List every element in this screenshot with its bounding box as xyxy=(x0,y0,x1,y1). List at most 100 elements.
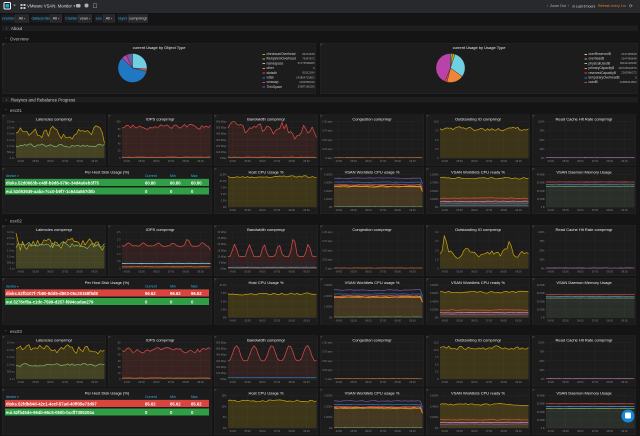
svg-text:3.0: 3.0 xyxy=(435,240,439,243)
svg-text:1.000%: 1.000% xyxy=(324,416,333,419)
svg-text:100 kBps: 100 kBps xyxy=(216,372,227,375)
svg-text:0 Bps: 0 Bps xyxy=(220,157,227,160)
svg-text:12.5%: 12.5% xyxy=(219,174,227,177)
svg-text:07:00: 07:00 xyxy=(168,160,175,163)
svg-text:05:00: 05:00 xyxy=(350,271,357,274)
svg-text:3.000%: 3.000% xyxy=(324,182,333,185)
svg-text:5.0%: 5.0% xyxy=(221,300,227,303)
svg-text:04:00: 04:00 xyxy=(548,271,555,274)
svg-text:07:00: 07:00 xyxy=(592,160,599,163)
svg-text:09:00: 09:00 xyxy=(409,320,416,323)
svg-text:09:00: 09:00 xyxy=(621,271,628,274)
svg-text:07:00: 07:00 xyxy=(274,209,281,212)
svg-text:20 MiB: 20 MiB xyxy=(537,300,545,303)
svg-text:08:00: 08:00 xyxy=(289,320,296,323)
svg-text:06:00: 06:00 xyxy=(577,209,584,212)
svg-text:600 kBps: 600 kBps xyxy=(216,342,227,345)
svg-text:1.00 apm: 1.00 apm xyxy=(322,342,332,345)
svg-text:05:00: 05:00 xyxy=(562,160,569,163)
svg-text:08:00: 08:00 xyxy=(395,209,402,212)
svg-text:06:00: 06:00 xyxy=(259,271,266,274)
svg-text:07:00: 07:00 xyxy=(592,271,599,274)
svg-text:05:00: 05:00 xyxy=(350,209,357,212)
svg-text:07:00: 07:00 xyxy=(486,160,493,163)
svg-text:05:00: 05:00 xyxy=(244,430,251,433)
svg-text:09:00: 09:00 xyxy=(621,160,628,163)
svg-text:09:00: 09:00 xyxy=(409,209,416,212)
svg-text:0%: 0% xyxy=(435,206,439,209)
svg-text:0 ns: 0 ns xyxy=(10,378,15,381)
svg-text:2.5 ms: 2.5 ms xyxy=(7,237,15,240)
svg-text:08:00: 08:00 xyxy=(501,160,508,163)
svg-text:05:00: 05:00 xyxy=(138,271,145,274)
svg-text:0 ns: 0 ns xyxy=(10,268,15,271)
svg-text:06:00: 06:00 xyxy=(259,430,266,433)
svg-text:04:00: 04:00 xyxy=(548,320,555,323)
svg-text:0%: 0% xyxy=(223,317,227,320)
svg-text:04:00: 04:00 xyxy=(442,381,449,384)
svg-text:09:00: 09:00 xyxy=(303,320,310,323)
svg-text:0%: 0% xyxy=(435,427,439,430)
svg-text:0%: 0% xyxy=(541,268,545,271)
svg-text:09:00: 09:00 xyxy=(197,381,204,384)
svg-text:50%: 50% xyxy=(539,139,545,142)
svg-text:04:00: 04:00 xyxy=(548,209,555,212)
svg-text:08:00: 08:00 xyxy=(183,381,190,384)
svg-text:09:00: 09:00 xyxy=(197,160,204,163)
svg-text:50: 50 xyxy=(118,348,121,351)
svg-text:40 MiB: 40 MiB xyxy=(537,284,545,287)
svg-text:07:00: 07:00 xyxy=(592,320,599,323)
svg-text:08:00: 08:00 xyxy=(607,320,614,323)
svg-text:1.5 ms: 1.5 ms xyxy=(7,356,15,359)
svg-text:06:00: 06:00 xyxy=(365,209,372,212)
svg-text:04:00: 04:00 xyxy=(230,320,237,323)
svg-text:09:00: 09:00 xyxy=(515,320,522,323)
svg-text:05:00: 05:00 xyxy=(244,320,251,323)
svg-text:1.000%: 1.000% xyxy=(324,306,333,309)
svg-text:100 kBps: 100 kBps xyxy=(216,151,227,154)
svg-text:0.50 apm: 0.50 apm xyxy=(322,360,332,363)
svg-text:2.5 ms: 2.5 ms xyxy=(7,127,15,130)
svg-text:06:00: 06:00 xyxy=(365,381,372,384)
svg-text:04:00: 04:00 xyxy=(442,209,449,212)
svg-text:0%: 0% xyxy=(541,157,545,160)
svg-text:08:00: 08:00 xyxy=(395,430,402,433)
svg-text:07:00: 07:00 xyxy=(592,381,599,384)
svg-text:08:00: 08:00 xyxy=(607,209,614,212)
svg-text:2.0 ms: 2.0 ms xyxy=(7,243,15,246)
svg-text:05:00: 05:00 xyxy=(32,381,39,384)
svg-text:10.0: 10.0 xyxy=(434,349,439,352)
svg-text:09:00: 09:00 xyxy=(409,271,416,274)
svg-text:2.000%: 2.000% xyxy=(324,190,333,193)
svg-text:07:00: 07:00 xyxy=(486,381,493,384)
svg-text:10%: 10% xyxy=(221,405,227,408)
svg-text:06:00: 06:00 xyxy=(577,430,584,433)
svg-text:04:00: 04:00 xyxy=(124,381,131,384)
svg-text:09:00: 09:00 xyxy=(303,271,310,274)
svg-text:06:00: 06:00 xyxy=(47,381,54,384)
svg-text:50%: 50% xyxy=(539,249,545,252)
svg-text:06:00: 06:00 xyxy=(365,271,372,274)
svg-text:0%: 0% xyxy=(329,206,333,209)
svg-text:0.200%: 0.200% xyxy=(430,416,439,419)
svg-text:09:00: 09:00 xyxy=(621,209,628,212)
svg-text:06:00: 06:00 xyxy=(471,209,478,212)
svg-text:09:00: 09:00 xyxy=(91,271,98,274)
svg-text:1.5: 1.5 xyxy=(117,246,121,249)
svg-text:06:00: 06:00 xyxy=(471,271,478,274)
svg-text:0.75 apm: 0.75 apm xyxy=(322,240,332,243)
svg-text:25 kBps: 25 kBps xyxy=(217,237,227,240)
svg-text:05:00: 05:00 xyxy=(456,320,463,323)
svg-text:08:00: 08:00 xyxy=(289,430,296,433)
svg-text:2.000%: 2.000% xyxy=(324,295,333,298)
svg-text:500 kBps: 500 kBps xyxy=(216,127,227,130)
svg-text:0%: 0% xyxy=(223,206,227,209)
svg-text:0.600%: 0.600% xyxy=(430,395,439,398)
svg-text:06:00: 06:00 xyxy=(577,381,584,384)
svg-text:12.5: 12.5 xyxy=(434,342,439,345)
svg-text:04:00: 04:00 xyxy=(548,430,555,433)
svg-text:2.5: 2.5 xyxy=(435,148,439,151)
svg-text:07:00: 07:00 xyxy=(62,271,69,274)
svg-text:09:00: 09:00 xyxy=(303,430,310,433)
svg-text:07:00: 07:00 xyxy=(168,271,175,274)
